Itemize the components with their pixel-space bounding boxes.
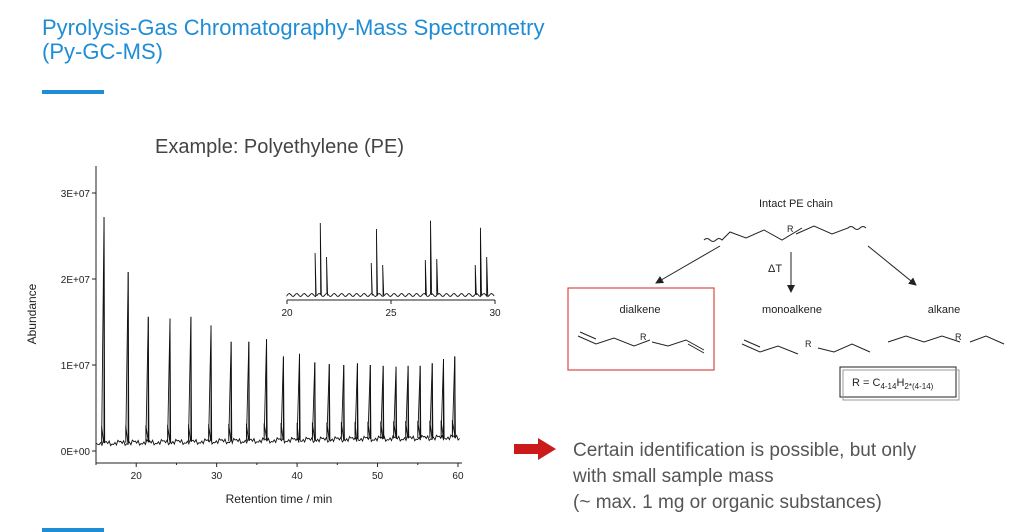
r-definition-box: R = C4-14H2*(4-14) [839, 366, 960, 401]
dialkene-highlight-box [567, 287, 715, 371]
x-ticks: 20 30 40 50 60 [95, 463, 464, 482]
slide-title: Pyrolysis-Gas Chromatography-Mass Spectr… [42, 16, 544, 64]
footer-accent-bar [42, 528, 104, 532]
x-tick-label: 60 [452, 471, 464, 482]
y-tick-label: 0E+00 [61, 447, 91, 458]
intact-chain-structure: R [703, 224, 867, 242]
inset-ticks: 20 25 30 [281, 300, 501, 319]
arrow-to-dialkene [655, 245, 721, 284]
delta-t-label: ΔT [768, 263, 782, 275]
alkane-structure [887, 335, 1005, 345]
conclusion-line-1: Certain identification is possible, but … [573, 440, 917, 461]
intact-chain-label: Intact PE chain [759, 198, 833, 210]
dialkene-r-atom: R [640, 332, 647, 342]
x-tick-label: 30 [211, 471, 223, 482]
x-tick-label: 20 [131, 471, 143, 482]
x-axis-label: Retention time / min [226, 492, 333, 506]
y-tick-label: 2E+07 [61, 275, 91, 286]
x-tick-label: 50 [372, 471, 384, 482]
title-accent-bar [42, 90, 104, 94]
inset-chart: 20 25 30 [281, 220, 501, 319]
conclusion-text: Certain identification is possible, but … [573, 438, 916, 516]
inset-x-tick-label: 20 [281, 308, 293, 319]
product-label-dialkene: dialkene [620, 304, 661, 316]
conclusion-line-2: with small sample mass [573, 466, 774, 487]
monoalkene-structure [741, 339, 871, 355]
r-def-prefix: R = C [852, 377, 880, 389]
inset-series-line [286, 220, 495, 298]
y-ticks: 0E+00 1E+07 2E+07 3E+07 [61, 189, 96, 458]
arrow-to-alkane [867, 245, 917, 286]
svg-text:R = C4-14H2*(4-14): R = C4-14H2*(4-14) [852, 377, 934, 391]
red-arrow-icon [514, 438, 556, 460]
chain-r-atom: R [787, 224, 794, 234]
dialkene-structure [577, 331, 705, 354]
chart-title: Example: Polyethylene (PE) [155, 136, 405, 158]
r-def-sub2: 2*(4-14) [904, 382, 933, 391]
peak-marks [103, 217, 456, 444]
chromatogram-series-line [95, 217, 460, 447]
slide-title-line-1: Pyrolysis-Gas Chromatography-Mass Spectr… [42, 15, 545, 40]
chart-axes [95, 166, 462, 464]
inset-x-tick-label: 25 [385, 308, 397, 319]
r-def-mid: H [896, 377, 904, 389]
monoalkene-r-atom: R [805, 339, 812, 349]
y-axis-label: Abundance [25, 283, 39, 344]
inset-x-tick-label: 30 [489, 308, 501, 319]
r-def-sub1: 4-14 [880, 382, 897, 391]
y-tick-label: 3E+07 [61, 189, 91, 200]
product-label-monoalkene: monoalkene [762, 304, 822, 316]
conclusion-line-3: (~ max. 1 mg or organic substances) [573, 492, 882, 513]
product-label-alkane: alkane [928, 304, 960, 316]
slide-title-line-2: (Py-GC-MS) [42, 39, 163, 64]
alkane-r-atom: R [955, 332, 962, 342]
x-tick-label: 40 [292, 471, 304, 482]
y-tick-label: 1E+07 [61, 361, 91, 372]
